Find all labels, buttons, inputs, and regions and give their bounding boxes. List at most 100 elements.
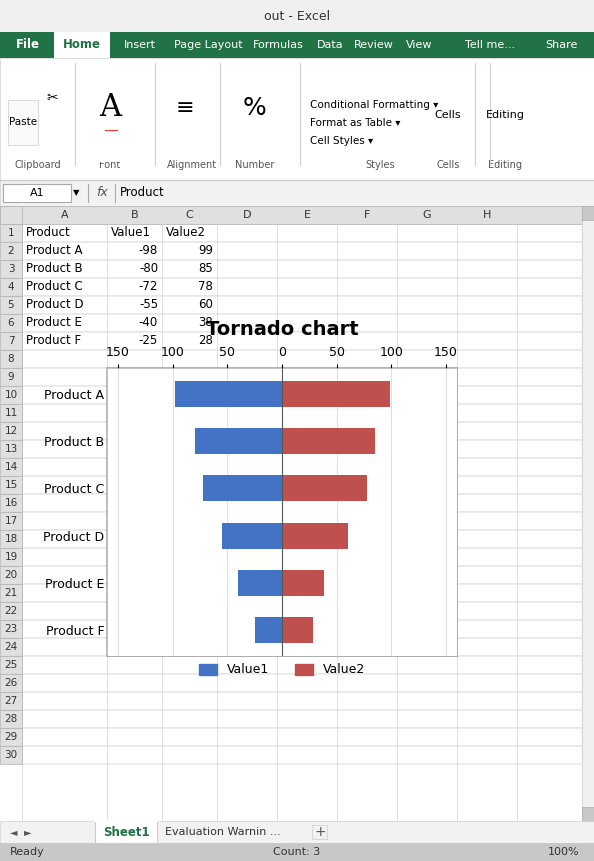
- Text: -80: -80: [139, 263, 158, 276]
- Bar: [22, 728, 582, 746]
- Bar: [0, 602, 22, 620]
- Text: 6: 6: [8, 318, 14, 328]
- Bar: [3, 184, 71, 202]
- Text: A1: A1: [30, 188, 45, 198]
- Text: -55: -55: [139, 299, 158, 312]
- Text: 38: 38: [198, 317, 213, 330]
- Text: Clipboard: Clipboard: [15, 160, 61, 170]
- Bar: [203, 475, 282, 501]
- Bar: [582, 206, 594, 821]
- Text: 21: 21: [4, 588, 18, 598]
- Text: E: E: [304, 210, 311, 220]
- Bar: [282, 617, 312, 643]
- Bar: [582, 807, 594, 821]
- Bar: [238, 570, 282, 596]
- Text: Product E: Product E: [26, 317, 82, 330]
- Text: Product: Product: [120, 187, 165, 200]
- Text: 5: 5: [8, 300, 14, 310]
- Text: 15: 15: [4, 480, 18, 490]
- Bar: [0, 242, 22, 260]
- Bar: [582, 206, 594, 220]
- Bar: [5, 77, 75, 162]
- Text: Editing: Editing: [485, 110, 525, 120]
- Bar: [0, 32, 594, 58]
- Bar: [0, 224, 22, 242]
- Bar: [0, 620, 22, 638]
- Bar: [175, 381, 282, 407]
- Bar: [22, 224, 582, 242]
- Bar: [22, 710, 582, 728]
- Text: Styles: Styles: [365, 160, 395, 170]
- Bar: [107, 368, 457, 656]
- Bar: [194, 428, 282, 455]
- Bar: [282, 475, 367, 501]
- Bar: [0, 728, 22, 746]
- Text: 8: 8: [8, 354, 14, 364]
- Bar: [22, 242, 582, 260]
- Bar: [22, 368, 582, 386]
- Text: fx: fx: [96, 187, 108, 200]
- Bar: [22, 386, 582, 404]
- Text: Data: Data: [317, 40, 343, 50]
- Text: Sheet1: Sheet1: [103, 826, 149, 839]
- Text: 12: 12: [4, 426, 18, 436]
- Text: 28: 28: [4, 714, 18, 724]
- Bar: [22, 314, 582, 332]
- Bar: [0, 386, 22, 404]
- Text: %: %: [243, 96, 267, 120]
- Bar: [0, 458, 22, 476]
- Bar: [0, 296, 22, 314]
- Text: 28: 28: [198, 335, 213, 348]
- Bar: [282, 570, 324, 596]
- Text: 25: 25: [4, 660, 18, 670]
- Bar: [0, 512, 22, 530]
- Bar: [0, 584, 22, 602]
- Bar: [22, 458, 582, 476]
- Text: 19: 19: [4, 552, 18, 562]
- Text: Product F: Product F: [26, 335, 81, 348]
- Bar: [22, 656, 582, 674]
- Bar: [22, 494, 582, 512]
- Bar: [0, 278, 22, 296]
- Bar: [0, 548, 22, 566]
- Bar: [0, 440, 22, 458]
- Text: 1: 1: [8, 228, 14, 238]
- Bar: [0, 332, 22, 350]
- Text: D: D: [243, 210, 251, 220]
- Bar: [0, 692, 22, 710]
- Text: H: H: [483, 210, 491, 220]
- Bar: [0, 350, 22, 368]
- Bar: [282, 428, 375, 455]
- Bar: [0, 260, 22, 278]
- Text: 3: 3: [8, 264, 14, 274]
- Bar: [0, 314, 22, 332]
- Bar: [77, 77, 145, 162]
- Text: 27: 27: [4, 696, 18, 706]
- Text: 20: 20: [4, 570, 18, 580]
- Bar: [22, 350, 582, 368]
- Text: ≡: ≡: [176, 98, 194, 118]
- Bar: [0, 180, 594, 206]
- Text: F: F: [364, 210, 370, 220]
- Bar: [255, 617, 282, 643]
- Text: G: G: [423, 210, 431, 220]
- Bar: [95, 821, 157, 843]
- Bar: [22, 260, 582, 278]
- Bar: [222, 523, 282, 548]
- Bar: [0, 821, 594, 843]
- Text: Product B: Product B: [26, 263, 83, 276]
- Bar: [22, 278, 582, 296]
- Text: Product C: Product C: [26, 281, 83, 294]
- Text: +: +: [314, 825, 326, 839]
- Text: View: View: [406, 40, 432, 50]
- Text: 99: 99: [198, 245, 213, 257]
- Bar: [0, 32, 55, 58]
- Text: Evaluation Warnin ...: Evaluation Warnin ...: [165, 827, 281, 837]
- Text: ✂: ✂: [46, 91, 58, 105]
- Text: Insert: Insert: [124, 40, 156, 50]
- Bar: [0, 0, 594, 32]
- Bar: [0, 476, 22, 494]
- Text: Font: Font: [99, 160, 121, 170]
- Text: -98: -98: [139, 245, 158, 257]
- Bar: [0, 674, 22, 692]
